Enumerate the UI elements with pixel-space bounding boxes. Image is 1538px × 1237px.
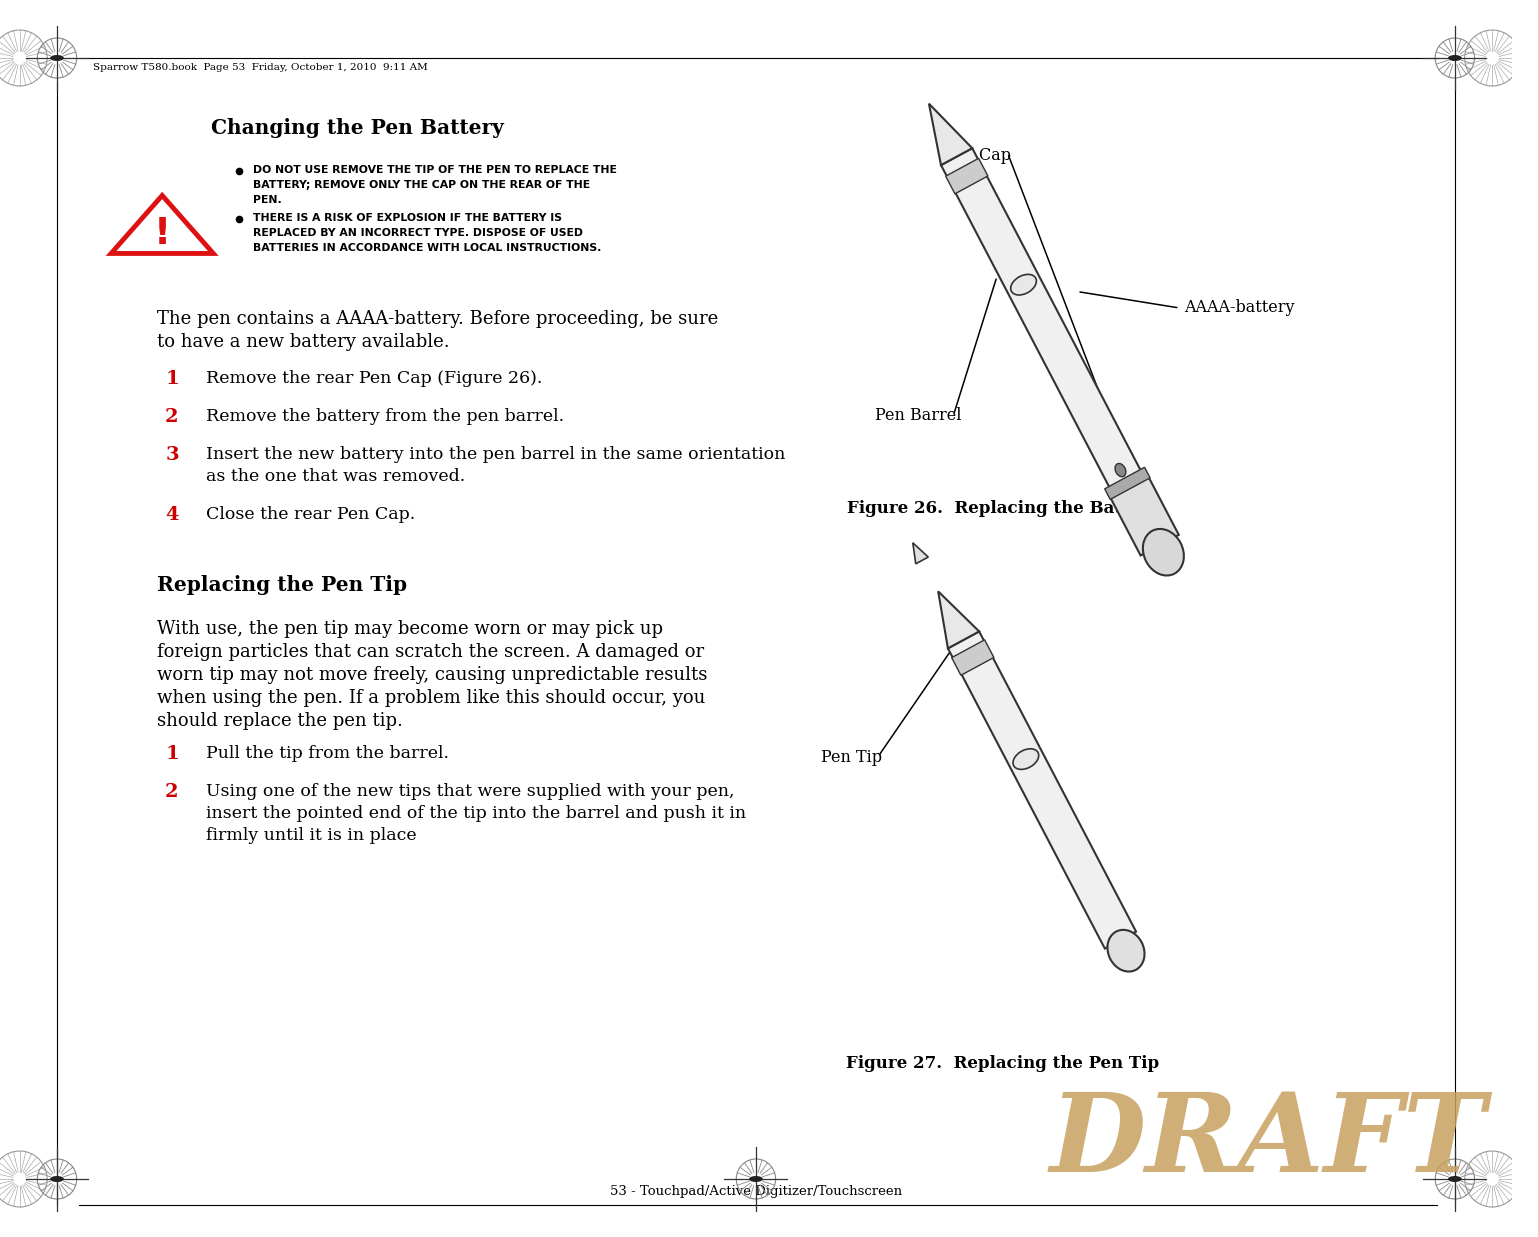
Polygon shape xyxy=(1109,473,1178,555)
Text: AAAA-battery: AAAA-battery xyxy=(1184,299,1295,317)
Text: 3: 3 xyxy=(165,447,178,464)
Text: Using one of the new tips that were supplied with your pen,: Using one of the new tips that were supp… xyxy=(206,783,735,800)
Ellipse shape xyxy=(749,1176,763,1183)
Text: REPLACED BY AN INCORRECT TYPE. DISPOSE OF USED: REPLACED BY AN INCORRECT TYPE. DISPOSE O… xyxy=(252,228,583,238)
Text: Pen Barrel: Pen Barrel xyxy=(875,407,961,423)
Text: DRAFT: DRAFT xyxy=(1050,1087,1486,1195)
Text: firmly until it is in place: firmly until it is in place xyxy=(206,828,417,844)
Polygon shape xyxy=(946,158,987,194)
Ellipse shape xyxy=(1107,930,1144,971)
Text: to have a new battery available.: to have a new battery available. xyxy=(157,333,451,351)
Polygon shape xyxy=(938,591,980,648)
Text: 1: 1 xyxy=(165,745,178,763)
Text: With use, the pen tip may become worn or may pick up: With use, the pen tip may become worn or… xyxy=(157,620,663,638)
Text: Remove the rear Pen Cap (Figure 26).: Remove the rear Pen Cap (Figure 26). xyxy=(206,370,543,387)
Text: 1: 1 xyxy=(165,370,178,388)
Polygon shape xyxy=(952,640,994,675)
Polygon shape xyxy=(941,148,1143,492)
Polygon shape xyxy=(947,631,1137,949)
Text: 2: 2 xyxy=(165,408,178,426)
Text: Figure 27.  Replacing the Pen Tip: Figure 27. Replacing the Pen Tip xyxy=(846,1055,1160,1072)
Ellipse shape xyxy=(1010,275,1037,294)
Polygon shape xyxy=(912,543,929,564)
Text: as the one that was removed.: as the one that was removed. xyxy=(206,468,466,485)
Text: Remove the battery from the pen barrel.: Remove the battery from the pen barrel. xyxy=(206,408,564,426)
Text: PEN.: PEN. xyxy=(252,195,281,205)
Text: 2: 2 xyxy=(165,783,178,802)
Text: should replace the pen tip.: should replace the pen tip. xyxy=(157,713,403,730)
Ellipse shape xyxy=(1447,1176,1461,1183)
Text: !: ! xyxy=(154,216,171,252)
Text: when using the pen. If a problem like this should occur, you: when using the pen. If a problem like th… xyxy=(157,689,706,708)
Polygon shape xyxy=(1104,468,1150,500)
Text: THERE IS A RISK OF EXPLOSION IF THE BATTERY IS: THERE IS A RISK OF EXPLOSION IF THE BATT… xyxy=(252,213,561,223)
Text: 4: 4 xyxy=(165,506,178,524)
Text: BATTERY; REMOVE ONLY THE CAP ON THE REAR OF THE: BATTERY; REMOVE ONLY THE CAP ON THE REAR… xyxy=(252,181,589,190)
Text: Close the rear Pen Cap.: Close the rear Pen Cap. xyxy=(206,506,415,523)
Text: Changing the Pen Battery: Changing the Pen Battery xyxy=(211,118,504,139)
Text: insert the pointed end of the tip into the barrel and push it in: insert the pointed end of the tip into t… xyxy=(206,805,746,823)
Text: Sparrow T580.book  Page 53  Friday, October 1, 2010  9:11 AM: Sparrow T580.book Page 53 Friday, Octobe… xyxy=(94,63,428,72)
Ellipse shape xyxy=(1447,54,1461,61)
Ellipse shape xyxy=(1014,748,1038,769)
Text: Pen Cap: Pen Cap xyxy=(944,146,1010,163)
Text: Insert the new battery into the pen barrel in the same orientation: Insert the new battery into the pen barr… xyxy=(206,447,786,463)
Text: foreign particles that can scratch the screen. A damaged or: foreign particles that can scratch the s… xyxy=(157,643,704,661)
Text: BATTERIES IN ACCORDANCE WITH LOCAL INSTRUCTIONS.: BATTERIES IN ACCORDANCE WITH LOCAL INSTR… xyxy=(252,242,601,254)
Text: DO NOT USE REMOVE THE TIP OF THE PEN TO REPLACE THE: DO NOT USE REMOVE THE TIP OF THE PEN TO … xyxy=(252,165,617,174)
Text: The pen contains a AAAA-battery. Before proceeding, be sure: The pen contains a AAAA-battery. Before … xyxy=(157,310,718,328)
Text: 53 - Touchpad/Active Digitizer/Touchscreen: 53 - Touchpad/Active Digitizer/Touchscre… xyxy=(611,1185,901,1197)
Text: Pen Tip: Pen Tip xyxy=(821,748,881,766)
Text: Pull the tip from the barrel.: Pull the tip from the barrel. xyxy=(206,745,449,762)
Text: Replacing the Pen Tip: Replacing the Pen Tip xyxy=(157,575,408,595)
Ellipse shape xyxy=(51,54,65,61)
Text: worn tip may not move freely, causing unpredictable results: worn tip may not move freely, causing un… xyxy=(157,666,707,684)
Polygon shape xyxy=(929,104,972,165)
Ellipse shape xyxy=(51,1176,65,1183)
Ellipse shape xyxy=(1143,529,1184,575)
Ellipse shape xyxy=(1115,464,1126,476)
Text: Figure 26.  Replacing the Battery: Figure 26. Replacing the Battery xyxy=(847,500,1158,517)
